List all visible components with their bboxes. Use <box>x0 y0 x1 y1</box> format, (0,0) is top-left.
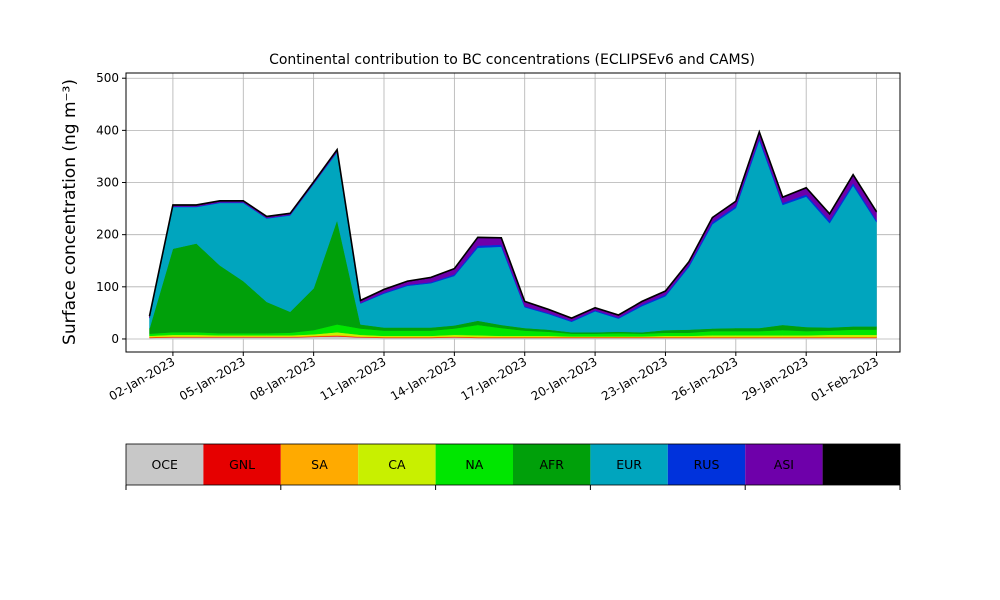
x-tick-label: 17-Jan-2023 <box>458 354 529 403</box>
x-tick-label: 26-Jan-2023 <box>670 354 741 403</box>
y-tick-label: 200 <box>96 228 119 242</box>
legend-label-aus: AUS <box>848 457 874 472</box>
x-tick-label: 02-Jan-2023 <box>107 354 178 403</box>
y-tick-label: 100 <box>96 280 119 294</box>
chart-title: Continental contribution to BC concentra… <box>269 52 755 68</box>
x-tick-label: 05-Jan-2023 <box>177 354 248 403</box>
legend-swatch-oce <box>126 444 204 485</box>
x-tick-label: 08-Jan-2023 <box>247 354 318 403</box>
legend-label-afr: AFR <box>539 457 564 472</box>
legend-swatch-rus <box>667 444 746 485</box>
legend-swatch-ca <box>358 444 436 485</box>
legend-label-asi: ASI <box>774 457 794 472</box>
x-tick-label: 14-Jan-2023 <box>388 354 459 403</box>
legend-swatch-gnl <box>203 444 281 485</box>
x-tick-label: 23-Jan-2023 <box>599 354 670 403</box>
stacked-areas <box>148 129 878 340</box>
x-tick-label: 01-Feb-2023 <box>808 354 881 404</box>
color-legend: OCE GNL SA CA NA AFR EUR RUS ASI AUS <box>125 443 901 490</box>
legend-label-sa: SA <box>311 457 328 472</box>
y-tick-label: 0 <box>111 332 119 346</box>
legend-swatch-aus <box>822 444 900 485</box>
legend-label-na: NA <box>465 457 483 472</box>
legend-label-eur: EUR <box>616 457 642 472</box>
legend-swatch-afr <box>513 444 591 485</box>
legend-label-ca: CA <box>388 457 406 472</box>
x-axis-ticks: 02-Jan-2023 05-Jan-2023 08-Jan-2023 11-Jan-… <box>107 352 881 404</box>
x-tick-label: 29-Jan-2023 <box>740 354 811 403</box>
legend-swatch-na <box>435 444 513 485</box>
y-tick-label: 300 <box>96 176 119 190</box>
legend-frame <box>125 443 901 486</box>
legend-label-gnl: GNL <box>229 457 255 472</box>
x-tick-label: 11-Jan-2023 <box>318 354 389 403</box>
x-tick-label: 20-Jan-2023 <box>529 354 600 403</box>
y-tick-label: 500 <box>96 71 119 85</box>
legend-swatch-sa <box>280 444 359 485</box>
legend-swatch-asi <box>745 444 823 485</box>
legend-swatch-eur <box>590 444 668 485</box>
total-outline <box>148 129 878 319</box>
plot-frame <box>125 72 901 353</box>
y-axis-ticks: 0 100 200 300 400 500 <box>96 71 126 346</box>
y-tick-label: 400 <box>96 123 119 137</box>
legend-label-oce: OCE <box>151 457 178 472</box>
y-axis-label: Surface concentration (ng m⁻³) <box>60 79 80 345</box>
legend-label-rus: RUS <box>694 457 720 472</box>
